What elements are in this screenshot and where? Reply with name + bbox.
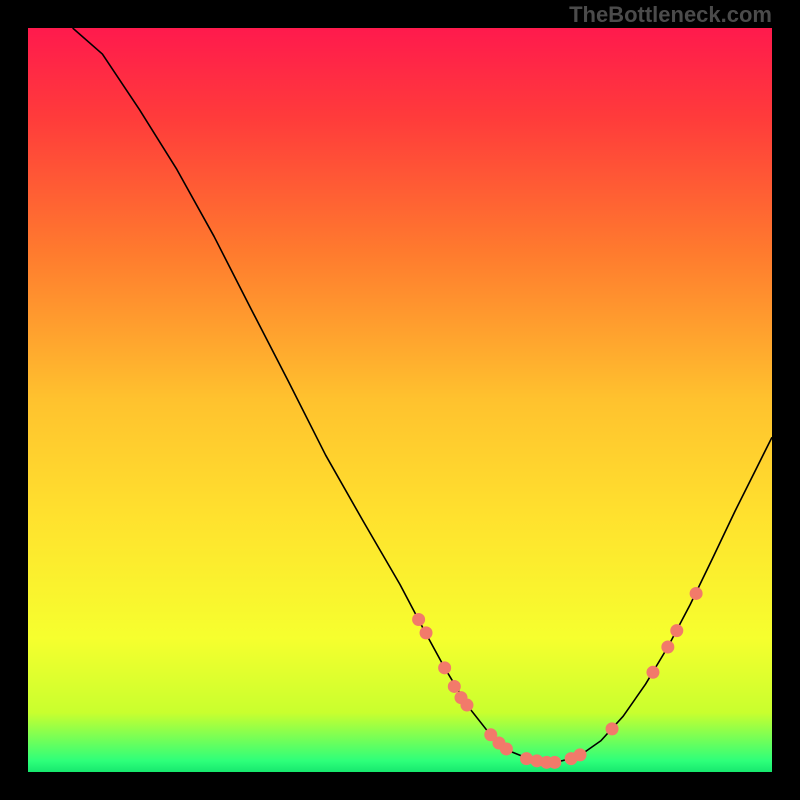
data-marker [671,625,683,637]
data-marker [439,662,451,674]
data-marker [549,756,561,768]
data-marker [520,753,532,765]
data-marker [647,666,659,678]
plot-area [28,28,772,772]
data-marker [420,627,432,639]
data-marker [461,699,473,711]
data-marker [690,587,702,599]
data-marker [413,613,425,625]
watermark-text: TheBottleneck.com [569,2,772,28]
data-marker [448,680,460,692]
data-marker [574,749,586,761]
data-marker [662,641,674,653]
data-marker [606,723,618,735]
curve-layer [28,28,772,772]
data-marker [500,743,512,755]
